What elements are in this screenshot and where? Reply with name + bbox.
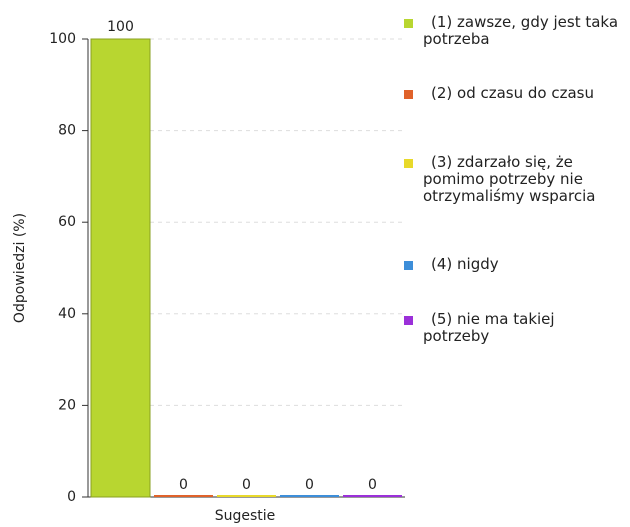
legend-label: (3) zdarzało się, że pomimo potrzeby nie… [423,153,596,205]
legend-swatch [404,90,413,99]
bar [217,495,276,497]
legend-swatch [404,261,413,270]
value-label: 0 [368,477,377,493]
y-tick-label: 0 [67,489,76,505]
y-axis-label: Odpowiedzi (%) [12,213,28,323]
value-label: 0 [179,477,188,493]
legend-swatch [404,159,413,168]
bar [154,495,213,497]
y-tick-label: 80 [58,123,76,139]
y-tick-label: 20 [58,397,76,413]
legend-swatch [404,19,413,28]
value-label: 0 [305,477,314,493]
legend-label: (5) nie ma takiej potrzeby [423,310,555,345]
legend-label: (4) nigdy [431,255,499,273]
legend-label: (1) zawsze, gdy jest taka potrzeba [423,13,619,48]
y-tick-label: 40 [58,306,76,322]
bar [343,495,402,497]
value-label: 100 [107,19,134,35]
y-tick-label: 60 [58,214,76,230]
value-label: 0 [242,477,251,493]
legend-label: (2) od czasu do czasu [431,84,594,102]
y-tick-label: 100 [49,31,76,47]
x-axis-label: Sugestie [215,508,276,524]
bar [90,38,151,498]
bar [280,495,339,497]
legend-swatch [404,316,413,325]
